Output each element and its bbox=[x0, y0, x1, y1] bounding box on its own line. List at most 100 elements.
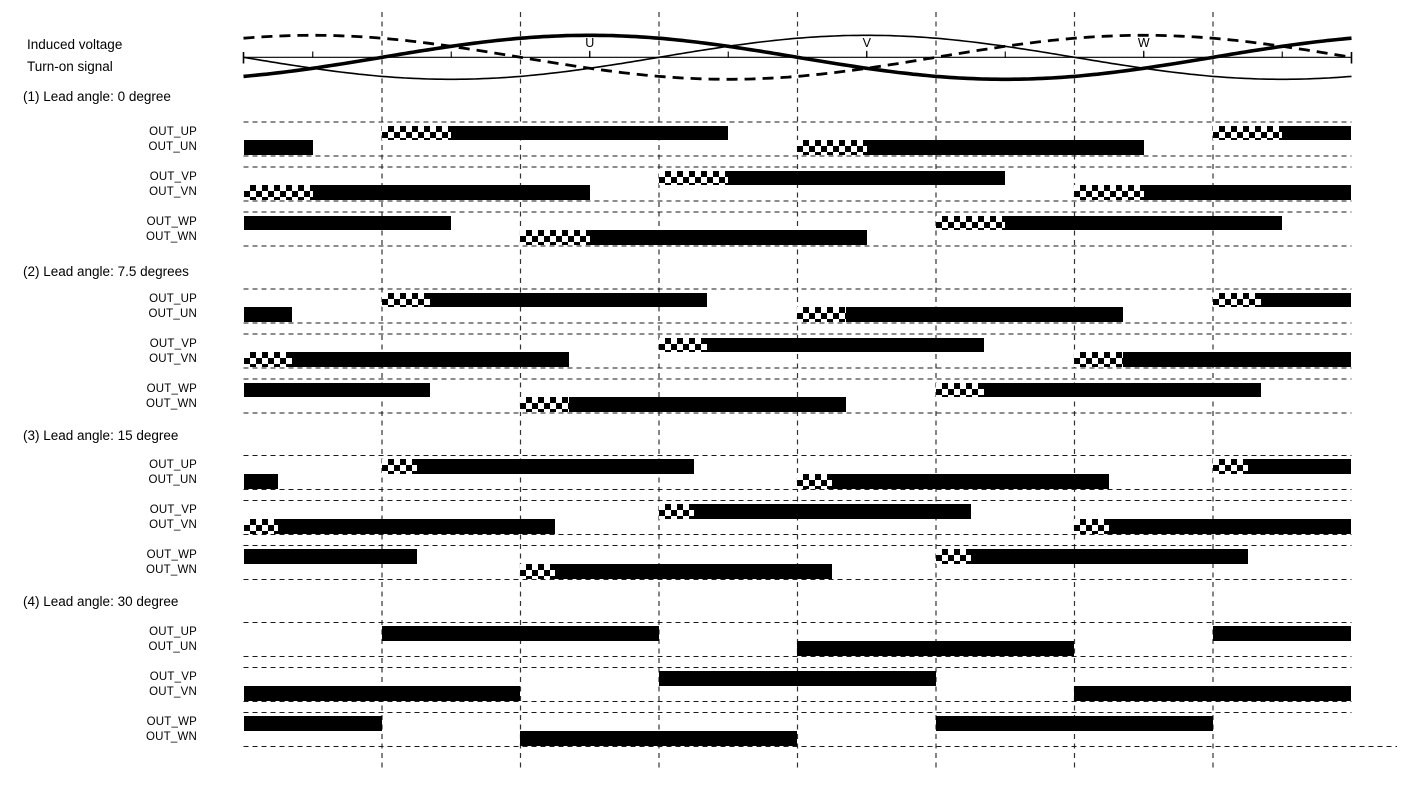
phase-curve-U bbox=[243, 33, 1352, 82]
signal-bar-solid bbox=[243, 215, 452, 230]
signal-bar-solid bbox=[520, 730, 798, 746]
section-title: (3) Lead angle: 15 degree bbox=[23, 427, 179, 443]
row-label-OUT_UN: OUT_UN bbox=[148, 307, 197, 320]
row-label-OUT_WP: OUT_WP bbox=[146, 716, 197, 729]
row-label-OUT_VN: OUT_VN bbox=[149, 686, 197, 698]
row-label-OUT_VN: OUT_VN bbox=[149, 185, 197, 198]
signal-bar-solid bbox=[845, 307, 1123, 322]
signal-bar-solid bbox=[243, 716, 382, 731]
signal-bar-checker bbox=[1212, 459, 1248, 474]
section-title: (4) Lead angle: 30 degree bbox=[23, 593, 179, 609]
signal-bar-solid bbox=[243, 307, 292, 322]
signal-bar-checker bbox=[797, 473, 833, 489]
signal-bar-solid bbox=[312, 185, 590, 200]
section-title: (2) Lead angle: 7.5 degrees bbox=[23, 263, 189, 279]
signal-bar-checker bbox=[658, 337, 708, 352]
signal-bar-checker bbox=[520, 230, 590, 245]
signal-bar-checker bbox=[1074, 185, 1144, 200]
row-label-OUT_WN: OUT_WN bbox=[145, 230, 197, 243]
turn-on-signal-label: Turn-on signal bbox=[27, 59, 113, 74]
signal-bar-checker bbox=[520, 397, 569, 412]
signal-bar-checker bbox=[1212, 292, 1262, 307]
signal-bar-checker bbox=[243, 352, 292, 367]
signal-bar-solid bbox=[832, 473, 1110, 489]
signal-bar-solid bbox=[797, 640, 1075, 656]
signal-bar-checker bbox=[935, 382, 985, 397]
phase-label-W: W bbox=[1137, 36, 1150, 50]
signal-bar-solid bbox=[430, 292, 708, 307]
signal-bar-checker bbox=[381, 125, 452, 140]
signal-bar-checker bbox=[797, 140, 867, 155]
signal-bar-checker bbox=[1212, 125, 1283, 140]
signal-bar-checker bbox=[658, 504, 694, 519]
signal-bar-solid bbox=[1212, 626, 1352, 641]
signal-bar-solid bbox=[243, 473, 279, 489]
signal-bar-checker bbox=[935, 549, 971, 564]
signal-bar-checker bbox=[797, 307, 846, 322]
section-title: (1) Lead angle: 0 degree bbox=[23, 89, 171, 104]
phase-label-U: U bbox=[585, 36, 595, 50]
signal-bar-checker bbox=[520, 563, 556, 579]
signal-bar-solid bbox=[693, 504, 971, 519]
signal-bar-solid bbox=[243, 140, 313, 155]
row-label-OUT_WN: OUT_WN bbox=[145, 397, 197, 410]
signal-bar-solid bbox=[451, 125, 729, 140]
signal-bar-solid bbox=[728, 170, 1006, 185]
row-label-OUT_VP: OUT_VP bbox=[149, 504, 197, 517]
phase-label-V: V bbox=[862, 36, 871, 50]
signal-bar-checker bbox=[1074, 518, 1110, 534]
signal-bar-solid bbox=[416, 459, 694, 474]
row-label-OUT_UN: OUT_UN bbox=[148, 140, 197, 153]
signal-bar-solid bbox=[658, 671, 936, 686]
signal-bar-checker bbox=[243, 518, 279, 534]
signal-bar-solid bbox=[1109, 518, 1352, 534]
row-label-OUT_VN: OUT_VN bbox=[149, 352, 197, 365]
signal-bar-checker bbox=[381, 459, 417, 474]
signal-bar-solid bbox=[589, 230, 867, 245]
signal-bar-solid bbox=[1143, 185, 1352, 200]
signal-bar-solid bbox=[970, 549, 1248, 564]
signal-bar-solid bbox=[1122, 352, 1352, 367]
signal-bar-solid bbox=[1005, 215, 1283, 230]
signal-bar-checker bbox=[243, 185, 313, 200]
signal-bar-checker bbox=[1074, 352, 1123, 367]
signal-bar-solid bbox=[243, 549, 417, 564]
row-label-OUT_UP: OUT_UP bbox=[149, 125, 197, 138]
signal-bar-solid bbox=[568, 397, 846, 412]
signal-bar-solid bbox=[381, 626, 659, 641]
signal-bar-solid bbox=[278, 518, 556, 534]
signal-bar-solid bbox=[555, 563, 833, 579]
row-label-OUT_UN: OUT_UN bbox=[148, 474, 197, 486]
signal-bar-solid bbox=[1282, 125, 1352, 140]
row-label-OUT_UN: OUT_UN bbox=[148, 641, 197, 653]
signal-bar-solid bbox=[935, 716, 1213, 731]
signal-bar-solid bbox=[243, 685, 521, 701]
signal-bar-checker bbox=[658, 170, 729, 185]
row-label-OUT_UP: OUT_UP bbox=[149, 459, 197, 472]
induced-voltage-label: Induced voltage bbox=[27, 37, 123, 52]
row-label-OUT_WP: OUT_WP bbox=[146, 549, 197, 562]
signal-bar-solid bbox=[984, 382, 1262, 397]
signal-bar-solid bbox=[1074, 685, 1352, 701]
signal-bar-solid bbox=[1261, 292, 1352, 307]
row-label-OUT_WP: OUT_WP bbox=[146, 215, 197, 228]
signal-bar-solid bbox=[707, 337, 985, 352]
signal-bar-solid bbox=[866, 140, 1144, 155]
row-label-OUT_WP: OUT_WP bbox=[146, 382, 197, 395]
row-label-OUT_VN: OUT_VN bbox=[149, 519, 197, 531]
phase-curve-W bbox=[243, 33, 1352, 81]
row-label-OUT_UP: OUT_UP bbox=[149, 626, 197, 639]
row-label-OUT_VP: OUT_VP bbox=[149, 170, 197, 183]
row-label-OUT_VP: OUT_VP bbox=[149, 671, 197, 684]
phase-curve-V bbox=[243, 34, 1352, 81]
signal-bar-solid bbox=[291, 352, 569, 367]
signal-bar-checker bbox=[935, 215, 1006, 230]
row-label-OUT_UP: OUT_UP bbox=[149, 292, 197, 305]
row-label-OUT_VP: OUT_VP bbox=[149, 337, 197, 350]
signal-bar-checker bbox=[381, 292, 431, 307]
signal-bar-solid bbox=[1247, 459, 1352, 474]
signal-bar-solid bbox=[243, 382, 431, 397]
row-label-OUT_WN: OUT_WN bbox=[145, 731, 197, 743]
